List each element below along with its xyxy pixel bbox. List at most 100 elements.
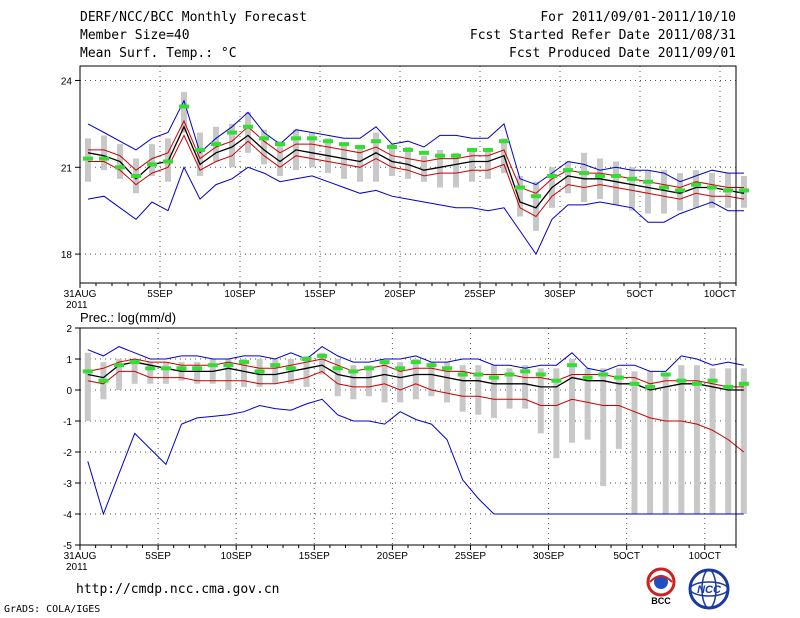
prec-xtick-label: 25SEP (455, 551, 486, 562)
prec-observed-marker (613, 375, 624, 380)
prec-ytick-label: -1 (63, 417, 72, 428)
prec-spread-bar (272, 359, 279, 384)
prec-spread-bar (116, 359, 123, 390)
member-size: Member Size=40 (80, 28, 190, 43)
prec-observed-marker (254, 369, 265, 374)
prec-lower-line (87, 370, 745, 453)
prec-spread-bar (444, 362, 451, 403)
chart-title: DERF/NCC/BCC Monthly Forecast (80, 10, 307, 25)
temp-frame (79, 65, 737, 284)
variable-label: Mean Surf. Temp.: °C (80, 46, 237, 61)
temp-observed-marker (371, 139, 381, 144)
temp-observed-marker (707, 185, 717, 190)
prec-observed-marker (223, 363, 234, 368)
prec-observed-marker (582, 375, 593, 380)
temp-spread-bar (261, 129, 267, 165)
temp-spread-bar (309, 132, 315, 168)
prec-spread-bar (319, 352, 326, 375)
temp-min-line (87, 166, 744, 256)
temp-xtick-label: 5OCT (627, 289, 654, 300)
temp-observed-marker (307, 136, 317, 141)
temp-observed-marker (115, 165, 125, 170)
prec-observed-marker (629, 381, 640, 386)
temp-ytick-label: 21 (61, 163, 73, 174)
temp-spread-bar (453, 152, 459, 188)
prec-observed-marker (723, 384, 734, 389)
prec-observed-marker (442, 366, 453, 371)
temp-spread-bar (101, 135, 107, 171)
prec-observed-marker (207, 363, 218, 368)
prec-xtick-label: 5SEP (145, 551, 171, 562)
prec-spread-bar (631, 371, 638, 514)
prec-observed-marker (192, 366, 203, 371)
temp-panel: 18 21 24 31AUG 5SEP 10SEP 15SEP 20SEP 25SEP 30SEP… (61, 65, 749, 311)
temp-xtick-label: 31AUG (64, 289, 97, 300)
prec-ytick-label: -5 (63, 541, 72, 552)
temp-observed-marker (403, 147, 413, 152)
prec-spread-bar (600, 368, 607, 487)
prec-observed-marker (317, 353, 328, 358)
temp-spread-bar (565, 161, 571, 194)
prec-observed-marker (691, 381, 702, 386)
temp-observed-marker (387, 145, 397, 150)
temp-xtick-label: 20SEP (384, 289, 415, 300)
prec-spread-bar (709, 368, 716, 514)
temp-xtick-label: 25SEP (464, 289, 495, 300)
grads-credit: GrADS: COLA/IGES (4, 604, 101, 615)
prec-upper-line (87, 358, 744, 388)
prec-spread-bar (537, 368, 544, 434)
prec-spread-bar (84, 352, 91, 421)
prec-xtick-label: 30SEP (533, 551, 564, 562)
prec-spread-bar (459, 365, 466, 412)
prec-observed-marker (270, 363, 281, 368)
temp-observed-marker (259, 136, 269, 141)
temp-observed-marker (515, 185, 525, 190)
temp-spread-bar (517, 175, 523, 217)
prec-spread-bar (693, 365, 700, 514)
prec-spread-bar (725, 368, 732, 514)
prec-observed-marker (285, 366, 296, 371)
temp-spread-bar (181, 92, 187, 133)
temp-spread-bar (485, 149, 491, 179)
prec-spread-bar (740, 368, 747, 514)
ncc-logo: NCC (688, 568, 730, 610)
prec-spread-bar (615, 368, 622, 449)
prec-spread-bar (241, 359, 247, 387)
bcc-logo: BCC (646, 567, 676, 606)
temp-observed-marker (611, 173, 621, 178)
source-url[interactable]: http://cmdp.ncc.cma.gov.cn (76, 582, 280, 597)
temp-observed-marker (435, 153, 445, 158)
prec-observed-marker (145, 366, 156, 371)
prec-panel: -5 -4 -3 -2 -1 0 1 2 31AUG 5SEP 10SEP 15SEP 20SEP 25S… (63, 310, 749, 573)
prec-observed-marker (129, 360, 140, 365)
prec-spread-bar (334, 359, 341, 397)
temp-observed-marker (451, 153, 461, 158)
prec-spread-bar (303, 355, 310, 387)
temp-observed-marker (627, 176, 637, 181)
prec-ytick-label: -3 (63, 479, 72, 490)
temp-observed-marker (691, 182, 701, 187)
temp-observed-marker (739, 188, 749, 193)
prec-observed-marker (379, 360, 390, 365)
prec-observed-marker (520, 369, 531, 374)
temp-observed-marker (547, 173, 557, 178)
prec-observed-marker (410, 360, 421, 365)
prec-xtick-label: 5OCT (613, 551, 640, 562)
temp-observed-marker (579, 171, 589, 176)
temp-spread-bar (341, 144, 347, 179)
temp-spread-bar (149, 144, 155, 176)
prec-observed-marker (301, 357, 312, 361)
prec-observed-marker (82, 369, 93, 374)
prec-spread-bar (569, 359, 575, 443)
temp-observed-marker (531, 194, 541, 199)
temp-observed-marker (675, 188, 685, 193)
temp-observed-marker (227, 130, 237, 135)
temp-observed-marker (595, 173, 605, 178)
ncc-logo-text: NCC (697, 584, 722, 596)
temp-spread-bar (229, 123, 235, 168)
temp-xtick-label: 15SEP (304, 289, 335, 300)
prec-ytick-label: 1 (66, 355, 72, 366)
temp-observed-marker (643, 179, 653, 184)
prec-spread-bar (147, 362, 154, 384)
